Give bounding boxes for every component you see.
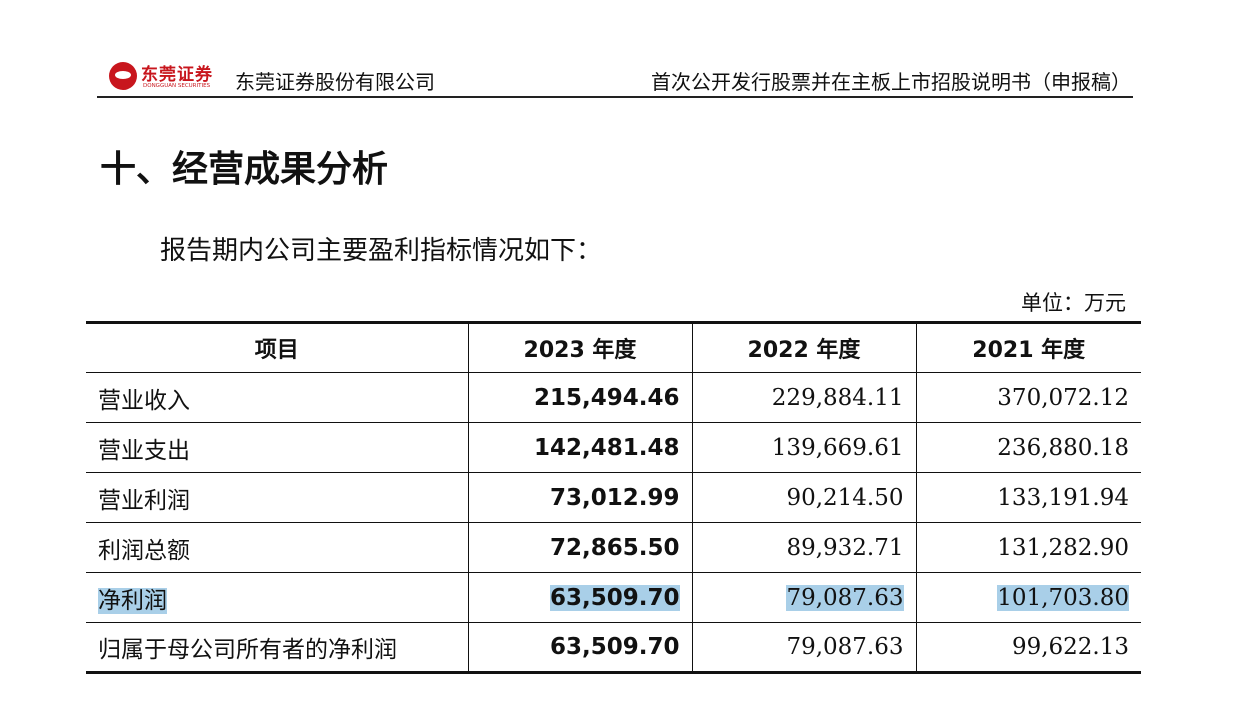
dongguan-securities-logo: 东莞证券 DONGGUAN SECURITIES [109, 59, 217, 95]
unit-label: 单位：万元 [1021, 291, 1126, 315]
table-row-selected[interactable]: 净利润 63,509.70 79,087.63 101,703.80 [86, 572, 1141, 623]
value-2022: 139,669.61 [691, 422, 916, 473]
row-label: 利润总额 [98, 537, 190, 564]
intro-paragraph: 报告期内公司主要盈利指标情况如下： [160, 236, 603, 266]
table-row: 归属于母公司所有者的净利润 63,509.70 79,087.63 99,622… [86, 622, 1141, 673]
page-header: 东莞证券 DONGGUAN SECURITIES 东莞证券股份有限公司 首次公开… [97, 56, 1133, 98]
value-2021: 236,880.18 [915, 422, 1141, 473]
company-name: 东莞证券股份有限公司 [235, 70, 435, 94]
value-2021: 99,622.13 [915, 622, 1141, 673]
section-title: 十、经营成果分析 [100, 149, 389, 190]
value-2021: 131,282.90 [915, 522, 1141, 573]
column-header-item: 项目 [254, 338, 299, 363]
logo-mark-icon [109, 62, 137, 90]
value-2021[interactable]: 101,703.80 [915, 572, 1141, 623]
value-2022: 89,932.71 [691, 522, 916, 573]
table-row: 利润总额 72,865.50 89,932.71 131,282.90 [86, 522, 1141, 573]
value-2023: 142,481.48 [467, 422, 692, 473]
row-label: 归属于母公司所有者的净利润 [98, 637, 397, 663]
value-2023: 215,494.46 [467, 372, 692, 423]
selected-text[interactable]: 63,509.70 [550, 584, 680, 611]
column-header-2021: 2021 年度 [915, 322, 1141, 373]
value-2021: 370,072.12 [915, 372, 1141, 423]
table-row: 营业支出 142,481.48 139,669.61 236,880.18 [86, 422, 1141, 473]
selected-text[interactable]: 101,703.80 [997, 584, 1129, 611]
value-2022: 90,214.50 [691, 472, 916, 523]
value-2022: 229,884.11 [691, 372, 916, 423]
table-row: 营业收入 215,494.46 229,884.11 370,072.12 [86, 372, 1141, 423]
value-2021: 133,191.94 [915, 472, 1141, 523]
column-header-2023: 2023 年度 [467, 322, 692, 373]
selected-text[interactable]: 79,087.63 [786, 584, 904, 611]
table-header-row: 项目 2023 年度 2022 年度 2021 年度 [86, 322, 1141, 373]
profit-indicators-table: 项目 2023 年度 2022 年度 2021 年度 营业收入 215,494.… [86, 321, 1141, 674]
table-row: 营业利润 73,012.99 90,214.50 133,191.94 [86, 472, 1141, 523]
row-label[interactable]: 净利润 [86, 573, 468, 623]
row-label: 营业利润 [98, 487, 190, 514]
row-label: 营业收入 [98, 387, 190, 414]
column-header-2022: 2022 年度 [691, 322, 916, 373]
selected-text[interactable]: 净利润 [98, 587, 167, 614]
value-2023: 72,865.50 [467, 522, 692, 573]
logo-text: 东莞证券 [141, 65, 213, 85]
value-2022[interactable]: 79,087.63 [691, 572, 916, 623]
value-2022: 79,087.63 [691, 622, 916, 673]
value-2023[interactable]: 63,509.70 [467, 572, 692, 623]
document-title: 首次公开发行股票并在主板上市招股说明书（申报稿） [651, 70, 1131, 94]
value-2023: 73,012.99 [467, 472, 692, 523]
logo-subtext: DONGGUAN SECURITIES [143, 83, 211, 89]
value-2023: 63,509.70 [467, 622, 692, 673]
row-label: 营业支出 [98, 437, 190, 464]
